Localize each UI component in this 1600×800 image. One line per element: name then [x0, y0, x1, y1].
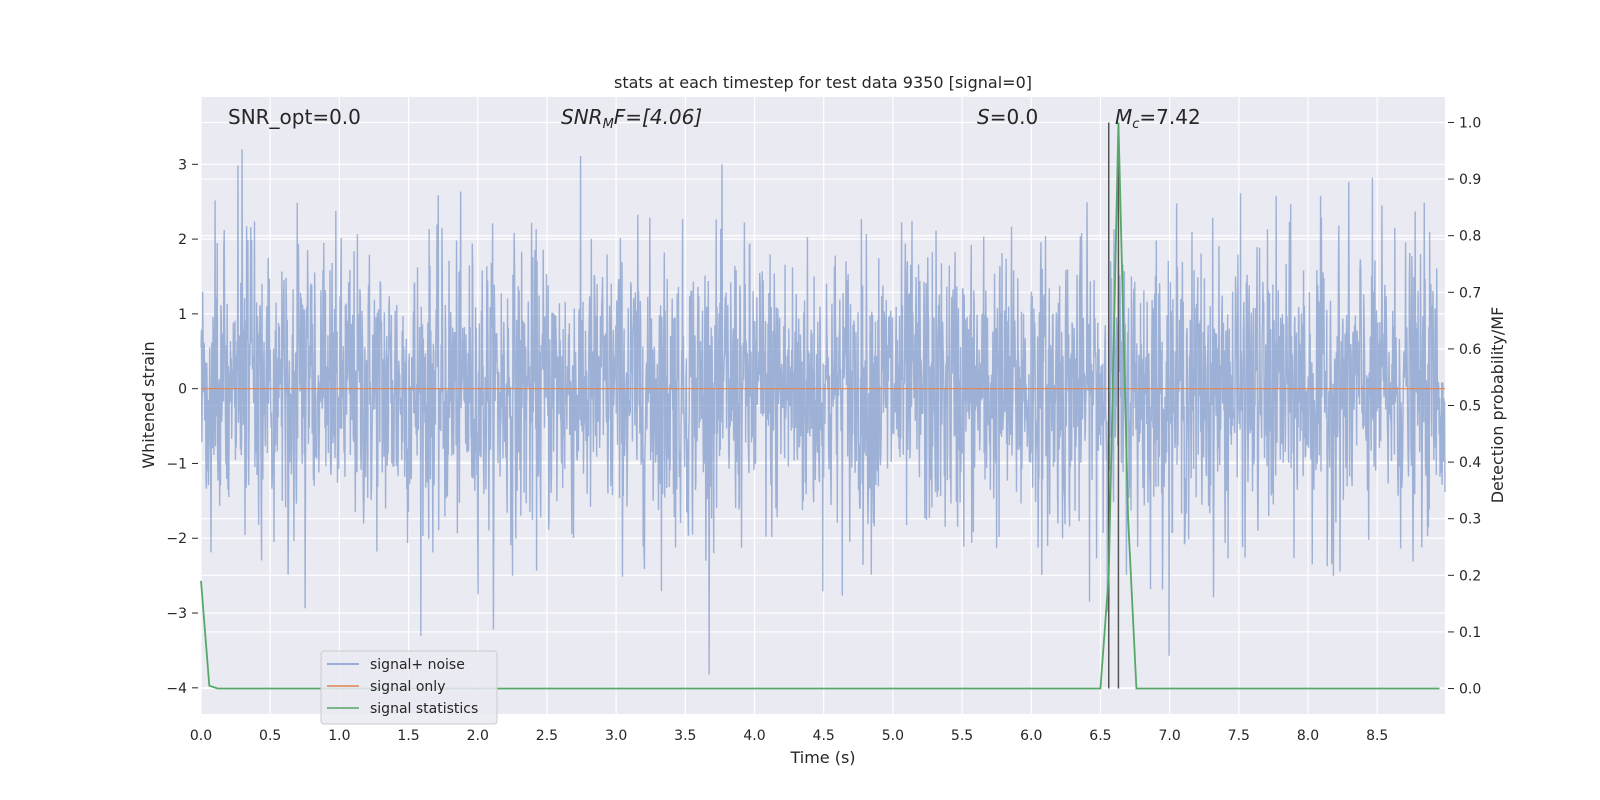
y-tick-label: 3	[178, 157, 187, 173]
x-tick-label: 7.5	[1228, 728, 1250, 744]
x-tick-label: 4.5	[813, 728, 835, 744]
y2-tick-label: 0.1	[1459, 625, 1481, 641]
signal-statistics-line	[200, 122, 1440, 690]
x-axis: 0.0 0.5 1.0 1.5 2.0 2.5 3.0 3.5 4.0 4.5 5.0 5.5 6.0 6…	[190, 728, 1388, 744]
y2-tick-label: 0.2	[1459, 568, 1481, 584]
signal-noise-series	[200, 149, 1446, 675]
signal-statistics-series	[200, 122, 1440, 690]
x-tick-label: 1.0	[328, 728, 350, 744]
y-tick-label: −3	[166, 606, 187, 622]
y-tick-label: 2	[178, 232, 187, 248]
y2-axis-label: Detection probability/MF	[1488, 307, 1507, 504]
x-tick-label: 0.0	[190, 728, 212, 744]
y2-tick-label: 0.3	[1459, 512, 1481, 528]
y2-tick-label: 0.6	[1459, 342, 1481, 358]
y2-tick-label: 0.4	[1459, 455, 1481, 471]
annotation-snr-opt: SNR_opt=0.0	[228, 105, 361, 129]
y2-tick-label: 0.8	[1459, 229, 1481, 245]
y-tick-label: −4	[166, 681, 187, 697]
x-tick-label: 2.0	[467, 728, 489, 744]
y-tick-label: −1	[166, 456, 187, 472]
legend-label-signal-noise: signal+ noise	[370, 657, 465, 673]
y-axis-label: Whitened strain	[139, 341, 158, 468]
x-tick-label: 3.0	[605, 728, 627, 744]
annotation-mc: Mc=7.42	[1115, 105, 1201, 132]
annotation-snr-mf: SNRMF=[4.06]	[561, 105, 702, 132]
x-tick-label: 8.5	[1366, 728, 1388, 744]
y2-tick-label: 0.9	[1459, 172, 1481, 188]
chart-title: stats at each timestep for test data 935…	[614, 73, 1032, 92]
signal-noise-line	[200, 149, 1446, 675]
y2-tick-label: 0.5	[1459, 399, 1481, 415]
y-axis-right: 0.0 0.1 0.2 0.3 0.4 0.5 0.6 0.7 0.8 0.9 1.0	[1448, 115, 1481, 698]
y-tick-label: 1	[178, 307, 187, 323]
legend: signal+ noise signal only signal statist…	[320, 650, 498, 725]
y-axis-left: −4 −3 −2 −1 0 1 2 3	[166, 157, 198, 697]
legend-label-signal-only: signal only	[370, 679, 445, 695]
y2-tick-label: 0.7	[1459, 285, 1481, 301]
x-tick-label: 1.5	[397, 728, 419, 744]
x-tick-label: 5.5	[951, 728, 973, 744]
x-tick-label: 7.0	[1158, 728, 1180, 744]
x-tick-label: 6.5	[1089, 728, 1111, 744]
x-tick-label: 4.0	[743, 728, 765, 744]
x-tick-label: 0.5	[259, 728, 281, 744]
y-tick-label: −2	[166, 531, 187, 547]
x-tick-label: 6.0	[1020, 728, 1042, 744]
x-tick-label: 8.0	[1297, 728, 1319, 744]
legend-label-signal-statistics: signal statistics	[370, 701, 478, 717]
y2-tick-label: 0.0	[1459, 682, 1481, 698]
vertical-markers	[1107, 122, 1120, 689]
legend-box	[320, 650, 498, 725]
y-tick-label: 0	[178, 382, 187, 398]
x-tick-label: 2.5	[536, 728, 558, 744]
y2-tick-label: 1.0	[1459, 115, 1481, 131]
x-axis-label: Time (s)	[789, 748, 855, 767]
x-tick-label: 5.0	[882, 728, 904, 744]
x-tick-label: 3.5	[674, 728, 696, 744]
annotation-s: S=0.0	[977, 105, 1038, 129]
